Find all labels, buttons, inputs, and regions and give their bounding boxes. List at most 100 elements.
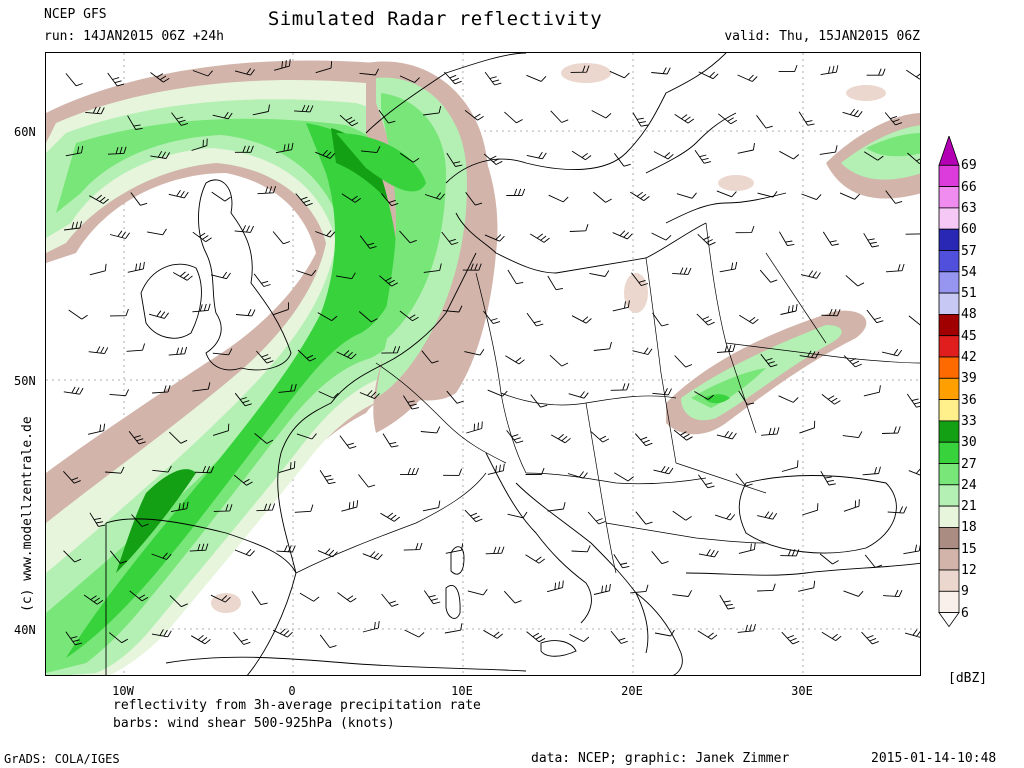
wind-barb	[211, 191, 231, 202]
wind-barb	[845, 275, 865, 287]
wind-barb	[863, 151, 884, 161]
wind-barb	[212, 423, 230, 436]
wind-barb	[839, 192, 860, 200]
wind-barb	[319, 634, 337, 649]
wind-barb	[866, 68, 886, 76]
wind-barb	[464, 349, 485, 356]
wind-barb	[780, 304, 798, 315]
borders	[295, 222, 920, 574]
lon-label-20e: 20E	[621, 684, 643, 698]
wind-barb	[719, 261, 738, 273]
wind-barb	[296, 433, 317, 440]
wind-barb	[358, 311, 378, 323]
wind-barb	[821, 308, 841, 317]
north-sea-precip	[336, 61, 490, 433]
wind-barb	[696, 313, 715, 326]
wind-barb	[676, 192, 697, 199]
wind-barb	[131, 514, 149, 527]
wind-barb	[569, 224, 589, 232]
wind-barb	[235, 309, 256, 317]
wind-barb	[798, 111, 815, 126]
wind-barb	[442, 305, 463, 313]
wind-barb	[233, 474, 253, 486]
lon-label-0: 0	[288, 684, 296, 698]
colorbar-bottom-arrow	[938, 612, 960, 628]
wind-barb	[192, 382, 211, 392]
wind-barb	[861, 631, 879, 645]
wind-barb	[630, 191, 650, 201]
wind-barb	[718, 113, 738, 125]
wind-barb	[864, 554, 883, 568]
wind-barb	[150, 72, 170, 83]
wind-barb	[467, 588, 488, 596]
colorbar-tick-label: 63	[961, 200, 977, 216]
wind-barb	[800, 270, 821, 279]
wind-barb	[151, 629, 172, 638]
colorbar-swatch	[938, 463, 960, 486]
colorbar-unit: [dBZ]	[948, 671, 988, 686]
wind-barb	[168, 346, 188, 356]
wind-barb	[593, 191, 612, 203]
wind-barb	[883, 589, 903, 598]
wind-barb	[147, 228, 167, 236]
wind-barb	[504, 111, 523, 124]
wind-barb	[589, 270, 610, 277]
colorbar	[938, 136, 960, 628]
map-title: Simulated Radar reflectivity	[267, 8, 603, 30]
wind-barb	[189, 543, 209, 552]
wind-barb	[107, 146, 127, 155]
run-info: run: 14JAN2015 06Z +24h	[44, 29, 225, 44]
wind-barb	[802, 503, 819, 516]
colorbar-tick-label: 21	[961, 499, 977, 515]
wind-barb	[756, 115, 773, 129]
wind-barb	[422, 500, 441, 512]
wind-barb	[148, 310, 169, 319]
colorbar-swatch	[938, 590, 960, 613]
wind-barb	[738, 542, 756, 554]
wind-barb	[819, 145, 838, 155]
wind-barb	[88, 346, 109, 355]
wind-barb	[127, 261, 145, 273]
wind-barb	[339, 435, 357, 449]
colorbar-tick-label: 51	[961, 286, 977, 302]
wind-barb	[171, 501, 189, 513]
colorbar-tick-label: 66	[961, 179, 977, 195]
wind-barb	[760, 353, 778, 368]
wind-barb	[382, 433, 399, 448]
wind-barb	[906, 393, 920, 408]
wind-barb	[908, 468, 920, 476]
colorbar-swatch	[938, 505, 960, 528]
wind-barb	[109, 550, 128, 564]
note-reflectivity: reflectivity from 3h-average precipitati…	[113, 698, 481, 713]
wind-barb	[885, 190, 903, 204]
wind-barb	[483, 629, 503, 639]
wind-barb	[738, 390, 755, 405]
wind-barb	[212, 348, 233, 356]
wind-barb	[614, 153, 631, 167]
wind-barb	[278, 461, 296, 474]
wind-barb	[168, 431, 188, 444]
wind-barb	[820, 65, 839, 76]
wind-barb	[484, 71, 502, 86]
colorbar-tick-label: 30	[961, 435, 977, 451]
wind-barb	[275, 142, 294, 154]
colorbar-swatch	[938, 313, 960, 337]
wind-barb	[609, 70, 630, 79]
wind-barb	[443, 71, 462, 85]
wind-barb	[319, 469, 336, 485]
wind-barb	[714, 513, 736, 521]
wind-barb	[278, 383, 297, 393]
wind-barb	[779, 150, 800, 160]
colorbar-swatch	[938, 207, 960, 230]
wind-barb	[63, 221, 82, 231]
colorbar-swatch	[938, 377, 960, 401]
wind-barb	[297, 349, 317, 362]
wind-barb	[83, 594, 104, 605]
colorbar-tick-label: 27	[961, 456, 977, 472]
wind-barb	[719, 594, 735, 610]
wind-barb	[526, 312, 544, 327]
wind-barb	[820, 470, 836, 486]
wind-barb	[360, 146, 381, 154]
wind-barb	[567, 471, 588, 479]
wind-barb	[652, 388, 672, 396]
